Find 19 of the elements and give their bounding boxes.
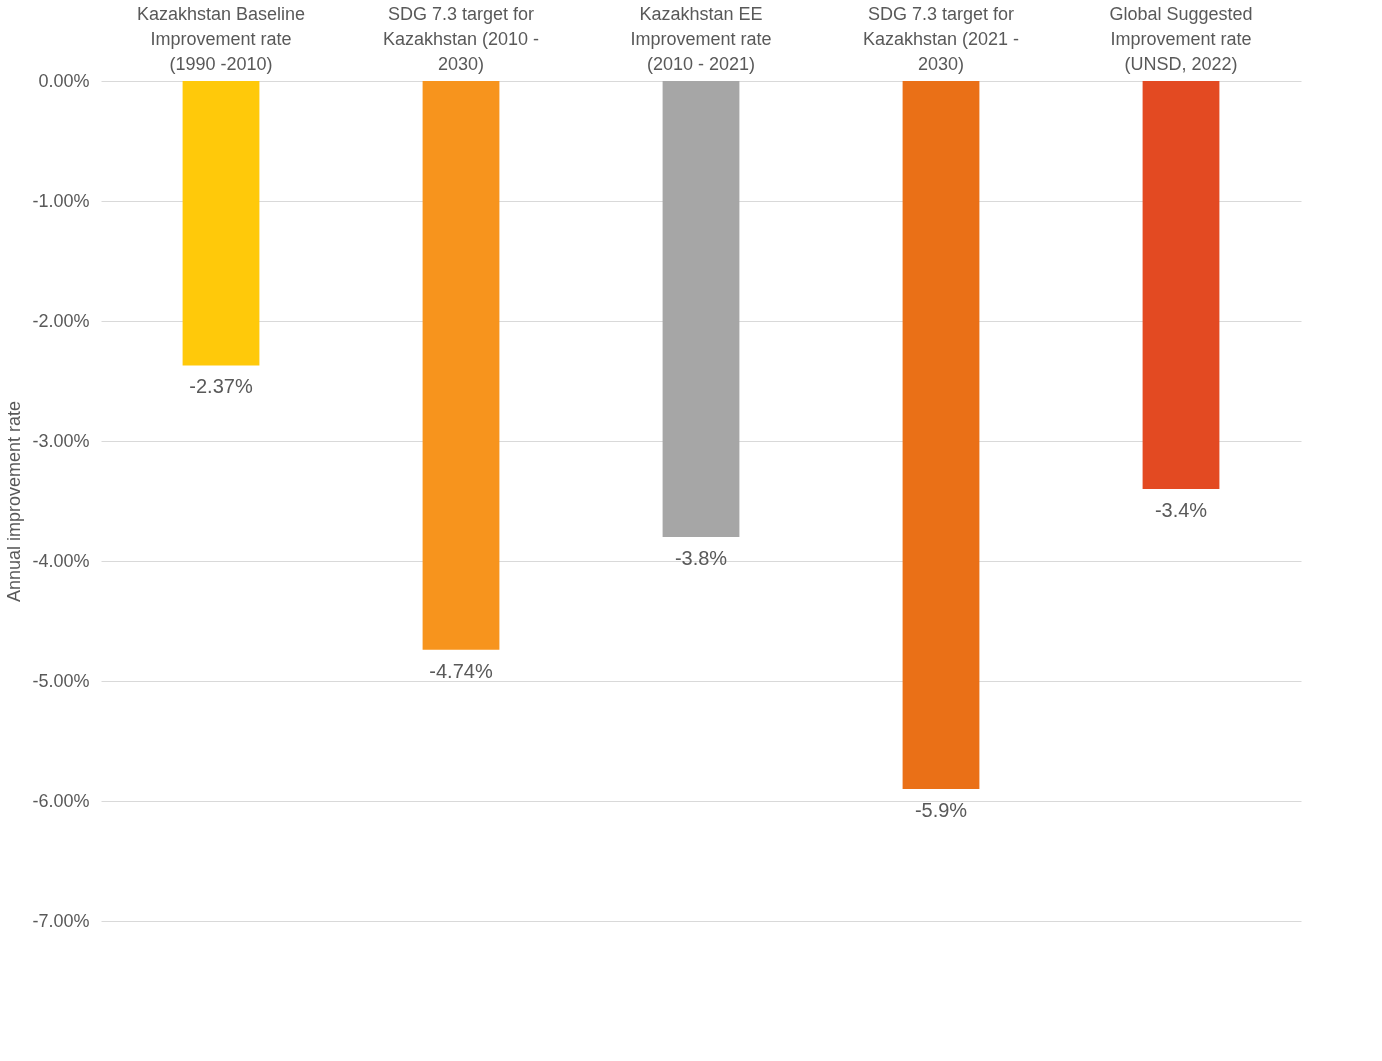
y-tick-label: -7.00%: [32, 910, 90, 931]
y-tick-label: -5.00%: [32, 670, 90, 691]
y-tick-label: -2.00%: [32, 310, 90, 331]
data-label: -3.8%: [674, 547, 728, 569]
x-tick-label: SDG 7.3 target for Kazakhstan (2021 - 2030): [862, 3, 1020, 74]
y-tick-label: 0.00%: [38, 70, 90, 91]
x-tick-label: Global Suggested Improvement rate (UNSD, 2022): [1109, 3, 1253, 74]
data-label: -5.9%: [914, 799, 968, 821]
x-tick-label: SDG 7.3 target for Kazakhstan (2010 - 2030): [382, 3, 540, 74]
y-tick-label: -6.00%: [32, 790, 90, 811]
data-label: -4.74%: [429, 659, 493, 682]
x-tick-label: Kazakhstan Baseline Improvement rate (1990 -2010): [136, 3, 306, 74]
data-label: -2.37%: [189, 375, 253, 398]
x-tick-label: Kazakhstan EE Improvement rate (2010 - 2021): [630, 3, 772, 74]
y-tick-label: -4.00%: [32, 550, 90, 571]
data-label: -3.4%: [1154, 499, 1208, 521]
y-axis-title: Annual improvement rate: [4, 400, 25, 603]
y-tick-label: -1.00%: [32, 190, 90, 211]
y-tick-label: -3.00%: [32, 430, 90, 451]
